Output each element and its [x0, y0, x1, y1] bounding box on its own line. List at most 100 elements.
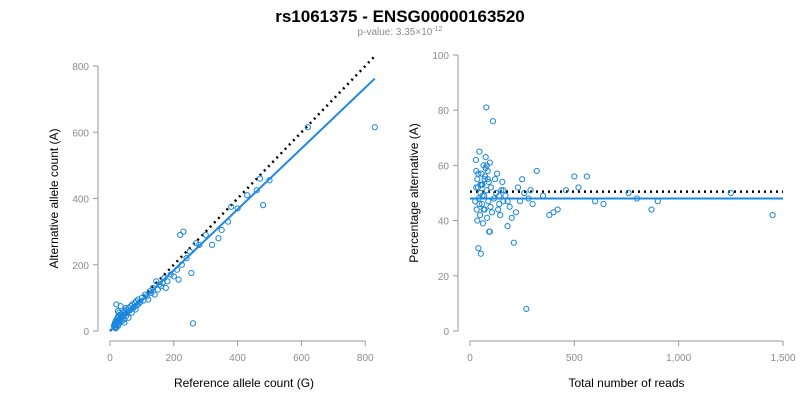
y-axis-label: Alternative allele count (A) — [47, 128, 61, 268]
data-point — [117, 303, 124, 310]
y-tick-label: 600 — [72, 128, 89, 139]
y-tick-label: 400 — [72, 195, 89, 206]
y-tick-label: 60 — [438, 161, 450, 172]
data-point — [170, 273, 177, 280]
points-layer — [472, 104, 776, 313]
data-point — [156, 281, 163, 288]
x-tick-label: 400 — [229, 353, 246, 364]
data-point — [523, 305, 530, 313]
data-point — [562, 187, 570, 194]
data-point — [473, 184, 480, 191]
pvalue-exponent: -12 — [432, 26, 442, 33]
data-point — [475, 170, 482, 177]
fit-line — [109, 77, 376, 332]
data-point — [488, 209, 496, 216]
data-point — [506, 203, 513, 210]
panel-allele-counts: 0 200 400 600 800 0 200 400 600 800 Reference all… — [47, 55, 378, 390]
data-point — [121, 319, 128, 326]
grid-layer: 0 200 400 600 800 0 200 400 600 800 — [72, 62, 374, 364]
data-point — [228, 203, 235, 210]
data-point — [600, 200, 607, 208]
data-point — [483, 104, 490, 111]
data-point — [479, 200, 486, 208]
panel-percentage-alternative: 0 500 1,000 1,500 0 20 40 60 80 100 Total number … — [407, 51, 796, 390]
data-point — [491, 176, 499, 183]
x-axis-label: Total number of reads — [568, 376, 684, 390]
x-tick-label: 200 — [165, 353, 182, 364]
data-point — [485, 178, 492, 186]
data-point — [514, 184, 522, 191]
data-point — [533, 167, 540, 175]
data-point — [527, 187, 534, 194]
data-point — [487, 184, 494, 191]
data-point — [500, 187, 507, 194]
y-tick-label: 0 — [443, 327, 449, 338]
data-point — [482, 154, 489, 161]
x-tick-label: 500 — [566, 353, 583, 364]
data-point — [304, 124, 311, 131]
x-tick-label: 800 — [357, 353, 374, 364]
data-point — [475, 245, 482, 252]
data-point — [473, 206, 480, 213]
data-point — [183, 255, 190, 262]
pvalue-text: p-value: 3.35×10 — [358, 27, 433, 38]
data-point — [489, 118, 497, 125]
data-point — [487, 203, 494, 210]
data-point — [495, 206, 502, 213]
data-point — [151, 291, 158, 298]
y-tick-label: 40 — [438, 217, 450, 228]
data-point — [508, 214, 515, 221]
data-point — [193, 240, 200, 247]
data-point — [143, 293, 150, 300]
data-point — [162, 284, 169, 292]
data-point — [480, 206, 487, 213]
reference-line — [109, 55, 376, 332]
data-point — [571, 173, 578, 180]
data-point — [180, 228, 187, 235]
data-point — [122, 304, 130, 311]
data-point — [482, 165, 489, 172]
data-point — [497, 211, 504, 219]
data-point — [145, 296, 152, 303]
data-point — [512, 209, 520, 216]
points-layer — [110, 124, 378, 332]
y-tick-label: 80 — [438, 106, 450, 117]
data-point — [476, 200, 483, 208]
data-point — [583, 173, 590, 180]
data-point — [769, 211, 776, 219]
x-tick-label: 1,000 — [666, 353, 691, 364]
y-axis-label: Percentage alternative (A) — [407, 123, 421, 262]
x-tick-label: 1,500 — [770, 353, 795, 364]
data-point — [476, 148, 483, 155]
data-point — [472, 156, 479, 163]
data-point — [260, 202, 267, 209]
data-point — [208, 241, 216, 248]
chart-subtitle: p-value: 3.35×10-12 — [358, 26, 443, 38]
data-point — [483, 162, 490, 169]
data-point — [478, 181, 485, 188]
data-point — [554, 206, 561, 213]
x-tick-label: 600 — [293, 353, 310, 364]
data-point — [256, 175, 264, 182]
data-point — [476, 211, 484, 219]
data-point — [546, 211, 553, 219]
data-point — [118, 311, 125, 318]
data-point — [371, 124, 378, 131]
y-tick-label: 200 — [72, 261, 89, 272]
data-point — [196, 241, 203, 248]
data-point — [234, 205, 241, 212]
data-point — [474, 176, 481, 183]
data-point — [153, 278, 160, 285]
data-point — [504, 223, 511, 230]
y-tick-label: 20 — [438, 272, 450, 283]
y-tick-label: 100 — [432, 51, 449, 62]
data-point — [510, 239, 517, 246]
data-point — [521, 189, 528, 197]
data-point — [483, 187, 490, 194]
data-point — [137, 298, 144, 305]
data-point — [244, 192, 251, 199]
data-point — [164, 278, 171, 285]
data-point — [474, 217, 481, 224]
x-tick-label: 0 — [107, 353, 113, 364]
data-point — [648, 206, 655, 213]
